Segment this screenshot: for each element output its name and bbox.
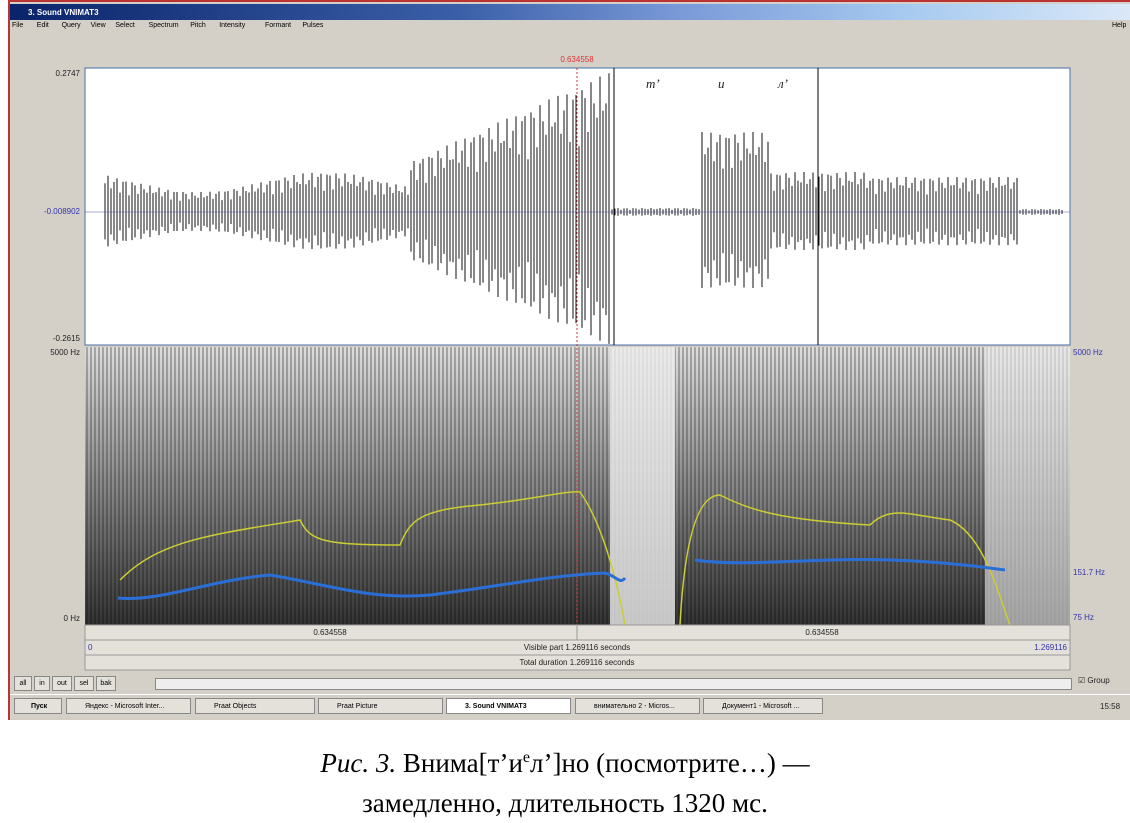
sound-editor: 0.2747 -0.008902 -0.2615 0.634558 т’ и л… — [10, 40, 1128, 680]
menu-item[interactable]: Pitch — [190, 22, 206, 29]
group-checkbox[interactable]: ☑ Group — [1078, 676, 1110, 685]
pitch-min: 75 Hz — [1073, 613, 1094, 622]
title-bar: 3. Sound VNIMAT3 — [10, 4, 1130, 20]
spectrogram-gap — [610, 347, 675, 625]
frequency-min: 0 Hz — [64, 614, 80, 623]
caption-superscript: е — [523, 749, 530, 766]
menu-item[interactable]: Formant — [265, 22, 291, 29]
zoom-button[interactable]: in — [34, 676, 50, 691]
end-time: 1.269116 — [1034, 643, 1067, 652]
caption-line: замедленно, длительность 1320 мс. — [0, 783, 1130, 823]
menu-item[interactable]: Intensity — [219, 22, 245, 29]
menu-item[interactable]: File — [12, 22, 23, 29]
taskbar-item[interactable]: Яндекс - Microsoft Inter... — [66, 698, 191, 714]
caption-label: Рис. 3. — [320, 748, 396, 778]
menu-item[interactable]: Edit — [37, 22, 49, 29]
clock: 15:58 — [1100, 702, 1120, 711]
visible-part: Visible part 1.269116 seconds — [524, 643, 630, 652]
taskbar-item[interactable]: Документ1 - Microsoft ... — [703, 698, 823, 714]
right-time: 0.634558 — [805, 628, 839, 637]
zoom-button[interactable]: all — [14, 676, 32, 691]
start-button[interactable]: Пуск — [14, 698, 62, 714]
menu-item[interactable]: Spectrum — [149, 22, 179, 29]
segment-label: т’ — [646, 76, 660, 91]
help-menu[interactable]: Help — [1112, 22, 1126, 29]
caption-line: Рис. 3. Внима[т’иел’]но (посмотрите…) — — [0, 738, 1130, 783]
left-time: 0.634558 — [313, 628, 347, 637]
menu-item[interactable]: Pulses — [302, 22, 323, 29]
figure-caption: Рис. 3. Внима[т’иел’]но (посмотрите…) — … — [0, 738, 1130, 823]
window-title: 3. Sound VNIMAT3 — [28, 8, 99, 17]
taskbar-item[interactable]: Praat Objects — [195, 698, 315, 714]
pitch-max: 5000 Hz — [1073, 348, 1103, 357]
segment-label: л’ — [777, 76, 788, 91]
group-label: Group — [1087, 676, 1109, 685]
cursor-time: 0.634558 — [560, 55, 594, 64]
scrollbar[interactable] — [155, 678, 1072, 690]
menu-item[interactable]: View — [91, 22, 106, 29]
amplitude-max: 0.2747 — [56, 69, 81, 78]
taskbar-item[interactable]: внимательно 2 - Micros... — [575, 698, 700, 714]
pitch-value: 151.7 Hz — [1073, 568, 1105, 577]
frequency-max: 5000 Hz — [50, 348, 80, 357]
zoom-button[interactable]: sel — [74, 676, 94, 691]
caption-text: л’]но (посмотрите…) — — [530, 748, 810, 778]
taskbar-item[interactable]: Praat Picture — [318, 698, 443, 714]
start-time: 0 — [88, 643, 93, 652]
menu-item[interactable]: Select — [115, 22, 134, 29]
zoom-button[interactable]: bak — [96, 676, 116, 691]
segment-label: и — [718, 76, 725, 91]
amplitude-min: -0.2615 — [53, 334, 81, 343]
amplitude-zero: -0.008902 — [44, 207, 81, 216]
caption-text: Внима[т’и — [403, 748, 523, 778]
menu-item[interactable]: Query — [62, 22, 81, 29]
page: 3. Sound VNIMAT3 File Edit Query View Select… — [0, 0, 1130, 821]
total-duration: Total duration 1.269116 seconds — [519, 658, 634, 667]
spectrogram-gap — [985, 347, 1070, 625]
zoom-button[interactable]: out — [52, 676, 72, 691]
taskbar-item[interactable]: 3. Sound VNIMAT3 — [446, 698, 571, 714]
